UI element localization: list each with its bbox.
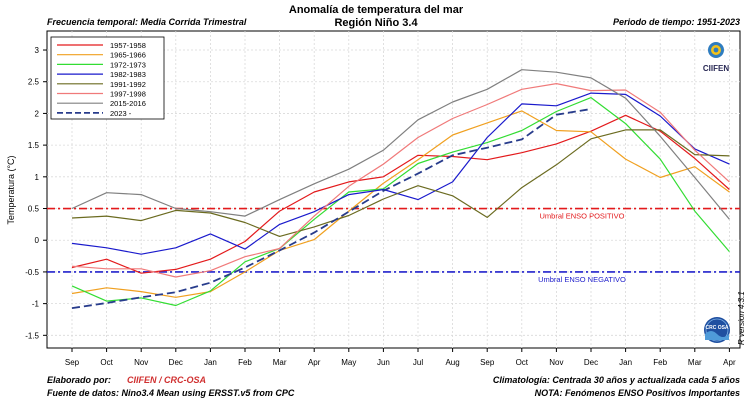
y-axis-label: Temperatura (°C) <box>6 155 16 224</box>
crc-logo-text: CRC OSA <box>705 325 728 331</box>
climatology-note: Climatología: Centrada 30 años y actuali… <box>492 375 740 385</box>
x-tick-label: Jan <box>619 358 632 367</box>
y-tick-label: 3 <box>35 46 40 55</box>
chart-subtitle: Región Niño 3.4 <box>334 17 418 29</box>
series-line-1991-1992 <box>71 129 730 237</box>
legend-entry: 1972-1973 <box>110 60 146 69</box>
legend-box <box>50 36 165 120</box>
x-tick-label: Nov <box>549 358 563 367</box>
x-tick-label: Feb <box>238 358 252 367</box>
legend-entry: 1991-1992 <box>110 80 146 89</box>
x-tick-label: Dec <box>584 358 598 367</box>
period-label: Periodo de tiempo: 1951-2023 <box>612 17 740 27</box>
y-axis: -1.5 -1 -0.5 0 0.5 1 1.5 2 2.5 3 <box>25 46 47 340</box>
credits-line: Elaborado por: CIIFEN / CRC-OSA <box>47 375 206 385</box>
legend-entry: 1982-1983 <box>110 70 146 79</box>
series-line-1972-1973 <box>71 97 730 307</box>
frequency-label: Frecuencia temporal: Media Corrida Trime… <box>47 17 247 27</box>
thresholds: Umbral ENSO POSITIVO Umbral ENSO NEGATIVO <box>47 207 740 284</box>
r-version-label: R version 4.3.1 <box>737 291 746 345</box>
series-line-2015-2016 <box>71 69 730 220</box>
x-tick-label: Sep <box>65 358 80 367</box>
x-tick-label: May <box>341 358 356 367</box>
x-tick-label: Aug <box>445 358 459 367</box>
y-tick-label: 2 <box>35 109 40 118</box>
y-tick-label: -0.5 <box>25 268 39 277</box>
x-tick-label: Apr <box>723 358 736 367</box>
y-tick-label: 1 <box>35 173 40 182</box>
legend-entry: 1965-1966 <box>110 51 146 60</box>
series-line-2023 <box>71 108 592 309</box>
x-tick-label: Mar <box>688 358 702 367</box>
ciifen-logo-text: CIIFEN <box>703 64 729 73</box>
x-tick-label: Jun <box>377 358 390 367</box>
x-tick-label: Jan <box>204 358 217 367</box>
x-tick-label: Apr <box>308 358 321 367</box>
legend-entry: 1957-1958 <box>110 41 146 50</box>
y-tick-label: -1.5 <box>25 331 39 340</box>
threshold-label: Umbral ENSO POSITIVO <box>539 212 624 221</box>
series-lines <box>71 69 730 309</box>
x-axis: Sep Oct Nov Dec Jan Feb Mar Apr May Jun Jul Aug Sep O… <box>65 348 736 367</box>
y-tick-label: 2.5 <box>28 78 40 87</box>
legend-entry: 1997-1998 <box>110 90 146 99</box>
x-tick-label: Feb <box>653 358 667 367</box>
series-line-1957-1958 <box>71 114 730 274</box>
series-line-1997-1998 <box>71 83 730 278</box>
data-source: Fuente de datos: Nino3.4 Mean using ERSS… <box>47 388 295 398</box>
x-tick-label: Oct <box>516 358 529 367</box>
x-tick-label: Dec <box>169 358 183 367</box>
x-tick-label: Nov <box>134 358 148 367</box>
elaborated-value: CIIFEN / CRC-OSA <box>127 375 207 385</box>
legend-entry: 2023 - <box>110 109 132 118</box>
x-tick-label: Oct <box>100 358 113 367</box>
y-tick-label: 0.5 <box>28 205 40 214</box>
elaborated-label: Elaborado por: <box>47 375 112 385</box>
crc-osa-logo: CRC OSA <box>704 317 730 343</box>
y-tick-label: -1 <box>32 300 40 309</box>
x-tick-label: Jul <box>413 358 423 367</box>
enso-note: NOTA: Fenómenos ENSO Positivos Important… <box>534 388 740 398</box>
ciifen-logo: CIIFEN <box>703 42 729 73</box>
y-tick-label: 0 <box>35 236 40 245</box>
series-line-1965-1966 <box>71 110 730 298</box>
x-tick-label: Mar <box>273 358 287 367</box>
chart-title: Anomalía de temperatura del mar <box>288 4 464 16</box>
threshold-label: Umbral ENSO NEGATIVO <box>538 275 626 284</box>
x-tick-label: Sep <box>480 358 495 367</box>
y-tick-label: 1.5 <box>28 141 40 150</box>
legend: 1957-19581965-19661972-19731982-19831991… <box>50 36 165 120</box>
legend-entry: 2015-2016 <box>110 99 146 108</box>
